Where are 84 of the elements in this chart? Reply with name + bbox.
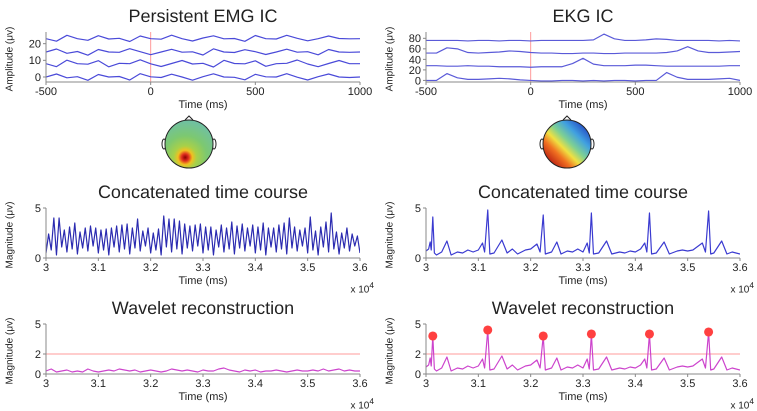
x-tick-label: 3.2 — [523, 378, 538, 390]
y-tick-label: 60 — [408, 44, 421, 56]
line-series — [426, 209, 740, 256]
x-tick-label: 3.3 — [575, 262, 591, 274]
y-tick-label: 0 — [414, 368, 421, 381]
y-tick-label: 5 — [34, 318, 41, 331]
chart-title: Wavelet reconstruction — [112, 298, 294, 318]
chart-title: Persistent EMG IC — [127, 5, 279, 28]
y-axis-title: Magnitude (μv) — [4, 202, 16, 268]
x-tick-label: 1000 — [728, 86, 752, 98]
x-tick-label: 3.4 — [628, 262, 643, 274]
x-tick-label: 3.2 — [523, 262, 538, 274]
y-tick-label: 20 — [408, 64, 421, 77]
line-series — [426, 46, 740, 54]
x-tick-label: 3.5 — [680, 378, 696, 390]
y-axis-title: Magnitude (μv) — [4, 318, 16, 384]
chart-title: EKG IC — [551, 5, 614, 28]
y-tick-label: 2 — [34, 348, 41, 361]
x-tick-label: 3.6 — [732, 378, 748, 390]
y-axis-title: Magnitude (μv) — [384, 318, 396, 384]
line-series — [426, 34, 740, 42]
y-tick-label: 2 — [414, 348, 421, 361]
x-axis-title: Time (ms) — [558, 275, 608, 287]
x-tick-label: 3.5 — [680, 262, 696, 274]
x-tick-label: 1000 — [348, 86, 372, 98]
x-axis-title: Time (ms) — [558, 391, 608, 403]
x-tick-label: 3 — [42, 378, 50, 390]
y-axis-title: Amplitude (μv) — [384, 26, 396, 92]
y-tick-label: 0 — [34, 368, 41, 381]
x-tick-label: 3.6 — [732, 262, 748, 274]
x-tick-label: 3.4 — [248, 378, 263, 390]
x-tick-label: 3.1 — [470, 262, 486, 274]
y-tick-label: 0 — [414, 252, 421, 265]
y-tick-label: 80 — [408, 33, 421, 46]
line-series — [426, 58, 740, 68]
y-tick-label: 40 — [408, 54, 421, 66]
x-tick-label: 0 — [528, 86, 534, 98]
chart-title: Wavelet reconstruction — [492, 298, 674, 318]
x-tick-label: 3.5 — [300, 262, 316, 274]
x-tick-label: 3.3 — [575, 378, 591, 390]
y-tick-label: 10 — [28, 55, 41, 68]
chart-title: Concatenated time course — [98, 182, 308, 202]
x-tick-label: 3 — [422, 378, 430, 390]
line-series — [46, 212, 360, 256]
x-tick-label: 3 — [42, 262, 50, 274]
x-tick-label: 3.4 — [248, 262, 263, 274]
text: x 10$^{4}$ — [730, 280, 754, 296]
y-tick-label: 5 — [414, 318, 421, 331]
x-tick-label: 3.1 — [470, 378, 486, 390]
y-tick-label: 5 — [414, 202, 421, 215]
y-tick-label: 5 — [34, 202, 41, 215]
x-tick-label: -500 — [414, 86, 438, 98]
x-axis-title: Time (ms) — [557, 99, 609, 111]
x-tick-label: 0 — [148, 86, 154, 98]
x-tick-label: 3 — [422, 262, 430, 274]
text: x 10$^{4}$ — [350, 280, 374, 296]
x-axis-title: Time (ms) — [178, 275, 228, 287]
x-tick-label: 500 — [626, 86, 645, 98]
x-tick-label: 3.3 — [195, 262, 211, 274]
y-axis-title: Amplitude (μv) — [4, 26, 16, 92]
x-tick-label: 3.2 — [143, 262, 158, 274]
x-tick-label: 3.4 — [628, 378, 643, 390]
x-axis-title: Time (ms) — [177, 99, 229, 111]
y-axis-title: Magnitude (μv) — [384, 202, 396, 268]
x-axis-title: Time (ms) — [178, 391, 228, 403]
text: x 10$^{4}$ — [350, 396, 374, 411]
x-tick-label: 3.1 — [90, 262, 106, 274]
y-tick-label: 0 — [34, 252, 41, 265]
x-tick-label: 500 — [246, 86, 265, 98]
x-tick-label: 3.3 — [195, 378, 211, 390]
text: x 10$^{4}$ — [730, 396, 754, 411]
x-tick-label: 3.2 — [143, 378, 158, 390]
y-tick-label: 0 — [414, 75, 421, 88]
y-tick-label: 0 — [34, 72, 41, 84]
x-tick-label: 3.5 — [300, 378, 316, 390]
line-series — [46, 34, 360, 42]
line-series — [46, 59, 360, 68]
y-tick-label: 20 — [28, 38, 41, 51]
x-tick-label: -500 — [34, 86, 58, 98]
x-tick-label: 3.6 — [352, 378, 368, 390]
line-series — [46, 48, 360, 56]
x-tick-label: 3.6 — [352, 262, 368, 274]
x-tick-label: 3.1 — [90, 378, 106, 390]
chart-title: Concatenated time course — [478, 182, 688, 202]
